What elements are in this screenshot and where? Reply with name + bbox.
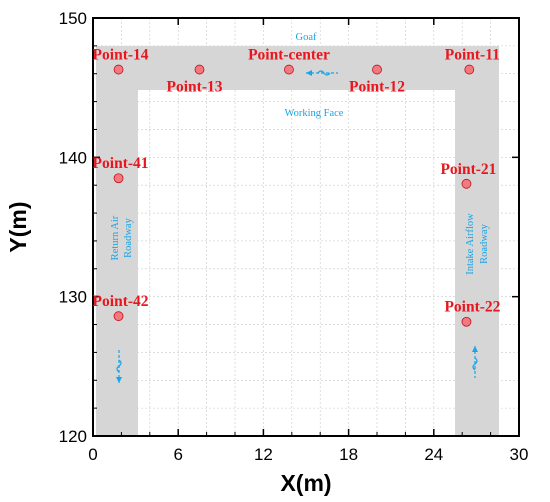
plot-frame xyxy=(92,17,520,437)
y-tick-label: 150 xyxy=(59,9,87,28)
intake-airflow-label-line2: Roadway xyxy=(479,223,490,263)
x-tick-label: 24 xyxy=(424,445,443,464)
face-roadway-band xyxy=(96,46,499,90)
y-axis-title: Y(m) xyxy=(5,201,31,252)
return-air-label-line1: Return Air xyxy=(110,215,121,260)
point-13-marker xyxy=(194,64,205,75)
point-21-marker xyxy=(461,178,472,189)
x-tick-label: 30 xyxy=(510,445,529,464)
point-22-label: Point-22 xyxy=(444,299,500,316)
return-air-roadway-band xyxy=(96,46,138,436)
measurement-points: Point-14 Point-13 Point-center Point-12 Poin… xyxy=(93,47,501,327)
intake-airflow-label-line1: Intake Airflow xyxy=(465,213,476,275)
point-14-label: Point-14 xyxy=(93,47,149,64)
y-tick-label: 130 xyxy=(59,288,87,307)
point-42-marker xyxy=(113,311,124,322)
x-tick-label: 6 xyxy=(173,445,182,464)
point-12-label: Point-12 xyxy=(349,79,405,96)
airflow-arrow-face xyxy=(306,70,338,76)
point-42-label: Point-42 xyxy=(93,293,149,310)
point-41-label: Point-41 xyxy=(93,155,149,172)
axis-ticks: 0 6 12 18 24 30 120 130 140 150 xyxy=(59,9,529,464)
point-11-marker xyxy=(464,64,475,75)
x-tick-label: 18 xyxy=(339,445,358,464)
x-axis-title: X(m) xyxy=(280,470,331,496)
point-22-marker xyxy=(461,316,472,327)
point-center-marker xyxy=(284,64,294,75)
airflow-arrow-return xyxy=(116,350,122,383)
point-center-label: Point-center xyxy=(248,47,330,64)
point-14-marker xyxy=(113,64,124,75)
point-21-label: Point-21 xyxy=(440,161,496,178)
point-11-label: Point-11 xyxy=(445,47,500,64)
y-tick-label: 140 xyxy=(59,148,87,167)
x-tick-label: 12 xyxy=(254,445,273,464)
return-air-label-line2: Roadway xyxy=(123,217,134,257)
airflow-arrow-intake xyxy=(472,346,478,378)
roadway-shapes xyxy=(96,46,499,436)
x-tick-label: 0 xyxy=(88,445,97,464)
intake-airflow-roadway-band xyxy=(455,46,499,436)
point-13-label: Point-13 xyxy=(167,79,223,96)
y-tick-label: 120 xyxy=(59,427,87,446)
goaf-label: Goaf xyxy=(296,32,317,43)
working-face-label: Working Face xyxy=(285,108,344,119)
point-12-marker xyxy=(372,64,382,75)
point-41-marker xyxy=(113,173,124,184)
